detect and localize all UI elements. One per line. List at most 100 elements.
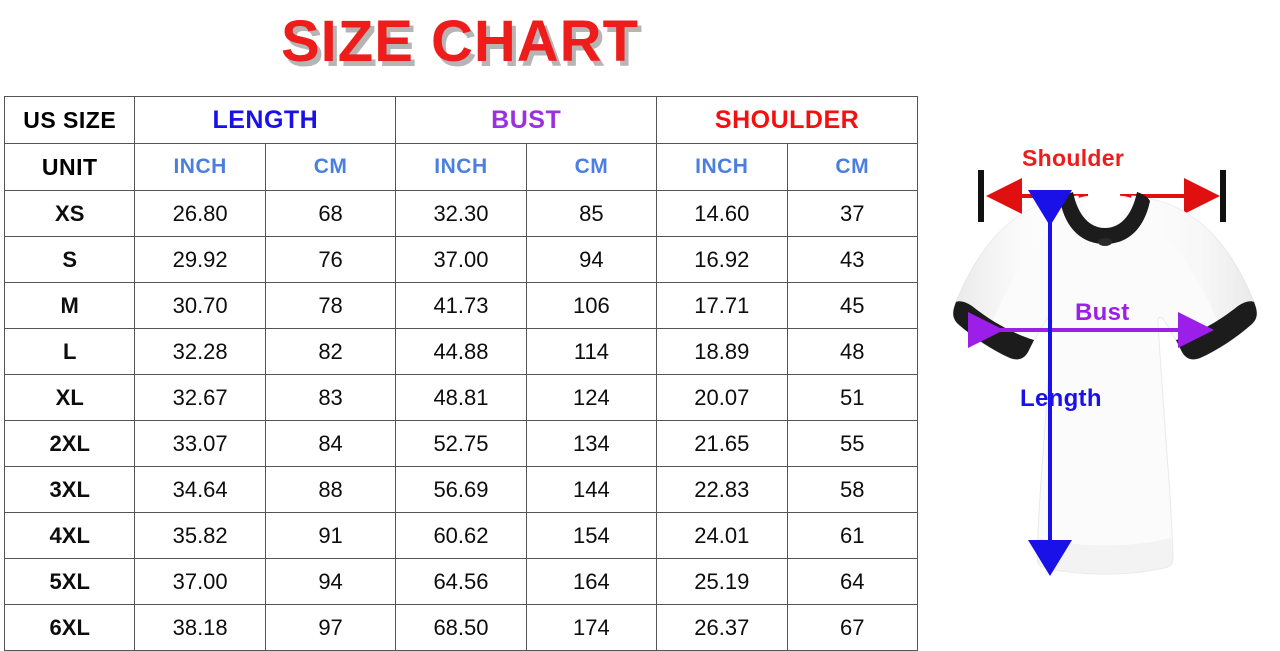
size-label: 2XL [3,420,136,467]
measurement-cell: 32.67 [134,374,266,421]
measurement-cell: 25.19 [656,558,788,605]
measurement-cell: 48 [786,328,919,375]
table-row: 6XL 38.18 97 68.50 174 26.37 67 [3,604,919,651]
header-us-size: US SIZE [3,96,136,144]
measurement-cell: 51 [786,374,919,421]
header-group-shoulder: SHOULDER [656,96,918,144]
size-label: XS [3,190,136,237]
measurement-cell: 48.81 [395,374,527,421]
measurement-cell: 17.71 [656,282,788,329]
measurement-cell: 64 [786,558,919,605]
measurement-cell: 18.89 [656,328,788,375]
header-unit-4: INCH [656,143,788,191]
table-row: 5XL 37.00 94 64.56 164 25.19 64 [3,558,919,605]
table-row: 3XL 34.64 88 56.69 144 22.83 58 [3,466,919,513]
measurement-cell: 58 [786,466,919,513]
measurement-cell: 43 [786,236,919,283]
measurement-cell: 35.82 [134,512,266,559]
measurement-cell: 144 [525,466,658,513]
measurement-cell: 14.60 [656,190,788,237]
header-group-length: LENGTH [134,96,397,144]
measurement-cell: 68 [264,190,397,237]
size-chart-table: US SIZE LENGTH BUST SHOULDER UNIT INCH CM INCH C… [3,96,919,651]
table-header-groups: US SIZE LENGTH BUST SHOULDER [3,96,918,144]
header-unit-1: CM [264,143,397,191]
measurement-cell: 94 [264,558,397,605]
shoulder-tick-left [978,170,984,222]
size-label: 5XL [3,558,136,605]
measurement-cell: 37 [786,190,919,237]
shoulder-tick-right [1220,170,1226,222]
measurement-cell: 26.37 [656,604,788,651]
measurement-cell: 45 [786,282,919,329]
header-unit-0: INCH [134,143,266,191]
shirt-collar-inner [1079,195,1131,227]
measurement-cell: 114 [525,328,658,375]
measurement-cell: 64.56 [395,558,527,605]
table-row: XL 32.67 83 48.81 124 20.07 51 [3,374,919,421]
measurement-cell: 106 [525,282,658,329]
collar-notch [1098,238,1112,246]
header-unit-2: INCH [395,143,527,191]
measurement-cell: 32.28 [134,328,266,375]
measurement-cell: 24.01 [656,512,788,559]
measurement-cell: 29.92 [134,236,266,283]
title-container: SIZE CHART [0,8,920,75]
size-label: M [3,282,136,329]
measurement-cell: 41.73 [395,282,527,329]
measurement-cell: 60.62 [395,512,527,559]
measurement-cell: 91 [264,512,397,559]
measurement-cell: 88 [264,466,397,513]
measurement-cell: 22.83 [656,466,788,513]
measurement-cell: 44.88 [395,328,527,375]
table-header-units: UNIT INCH CM INCH CM INCH CM [3,143,919,191]
measurement-cell: 16.92 [656,236,788,283]
table-row: L 32.28 82 44.88 114 18.89 48 [3,328,919,375]
table-row: XS 26.80 68 32.30 85 14.60 37 [3,190,919,237]
size-label: S [3,236,136,283]
table-row: 2XL 33.07 84 52.75 134 21.65 55 [3,420,919,467]
header-group-bust: BUST [395,96,658,144]
page-title: SIZE CHART [281,9,639,74]
measurement-cell: 84 [264,420,397,467]
measurement-cell: 174 [525,604,658,651]
header-unit-5: CM [786,143,919,191]
measurement-cell: 124 [525,374,658,421]
measurement-cell: 82 [264,328,397,375]
tshirt-diagram [930,130,1280,644]
table-row: S 29.92 76 37.00 94 16.92 43 [3,236,919,283]
measurement-cell: 33.07 [134,420,266,467]
shoulder-label: Shoulder [1022,145,1125,171]
measurement-cell: 78 [264,282,397,329]
measurement-cell: 94 [525,236,658,283]
table-row: 4XL 35.82 91 60.62 154 24.01 61 [3,512,919,559]
measurement-cell: 30.70 [134,282,266,329]
measurement-cell: 154 [525,512,658,559]
table-row: M 30.70 78 41.73 106 17.71 45 [3,282,919,329]
header-unit: UNIT [3,143,136,191]
measurement-cell: 52.75 [395,420,527,467]
bust-label: Bust [1075,299,1130,326]
measurement-cell: 68.50 [395,604,527,651]
measurement-cell: 61 [786,512,919,559]
header-unit-3: CM [525,143,658,191]
measurement-cell: 83 [264,374,397,421]
measurement-cell: 134 [525,420,658,467]
measurement-cell: 56.69 [395,466,527,513]
measurement-cell: 164 [525,558,658,605]
size-label: 6XL [3,604,136,651]
length-label: Length [1020,385,1102,412]
measurement-cell: 21.65 [656,420,788,467]
shirt-collar [1060,192,1150,244]
measurement-cell: 85 [525,190,658,237]
size-label: XL [3,374,136,421]
size-label: L [3,328,136,375]
size-label: 3XL [3,466,136,513]
size-label: 4XL [3,512,136,559]
measurement-cell: 37.00 [395,236,527,283]
measurement-cell: 34.64 [134,466,266,513]
measurement-cell: 20.07 [656,374,788,421]
measurement-cell: 76 [264,236,397,283]
measurement-cell: 55 [786,420,919,467]
measurement-cell: 32.30 [395,190,527,237]
